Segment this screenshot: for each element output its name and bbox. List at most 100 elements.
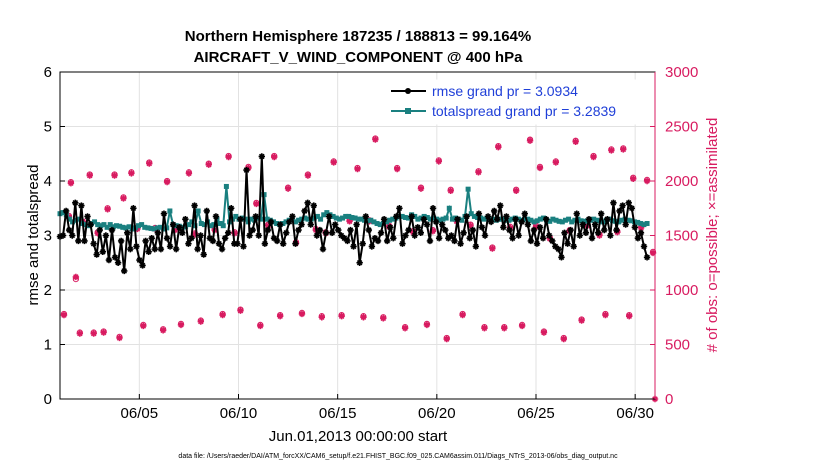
totalspread-marker bbox=[135, 223, 141, 229]
rmse-marker bbox=[402, 232, 409, 239]
rmse-marker bbox=[117, 237, 125, 245]
rmse-marker bbox=[304, 199, 311, 206]
obs-assimilated-marker bbox=[536, 164, 544, 172]
rmse-marker bbox=[503, 213, 510, 220]
obs-assimilated-marker bbox=[489, 245, 496, 252]
rmse-marker bbox=[478, 224, 486, 231]
obs-assimilated-marker bbox=[60, 311, 68, 319]
obs-assimilated-marker bbox=[572, 138, 579, 145]
chart-subtitle: AIRCRAFT_V_WIND_COMPONENT @ 400 hPa bbox=[194, 49, 524, 66]
rmse-marker bbox=[631, 224, 639, 231]
totalspread-marker bbox=[468, 211, 474, 217]
obs-assimilated-marker bbox=[90, 330, 97, 337]
rmse-marker bbox=[234, 240, 241, 247]
rmse-marker bbox=[417, 229, 425, 236]
totalspread-marker bbox=[264, 216, 270, 222]
rmse-marker bbox=[96, 226, 103, 234]
y-tick-label-left: 4 bbox=[44, 173, 52, 190]
totalspread-marker bbox=[387, 217, 393, 223]
obs-assimilated-marker bbox=[643, 177, 651, 185]
rmse-marker bbox=[414, 224, 421, 231]
obs-assimilated-marker bbox=[219, 311, 226, 319]
y-tick-label-right: 0 bbox=[665, 391, 673, 408]
totalspread-marker bbox=[553, 217, 559, 223]
totalspread-marker bbox=[402, 215, 408, 221]
totalspread-marker bbox=[318, 216, 324, 222]
totalspread-marker bbox=[340, 215, 346, 221]
rmse-marker bbox=[411, 232, 418, 239]
rmse-marker bbox=[622, 221, 629, 228]
rmse-marker bbox=[426, 237, 434, 245]
totalspread-marker bbox=[98, 223, 104, 229]
totalspread-marker bbox=[223, 183, 229, 189]
rmse-marker bbox=[108, 226, 116, 234]
rmse-marker bbox=[383, 237, 391, 245]
obs-assimilated-marker bbox=[197, 318, 205, 325]
rmse-marker bbox=[179, 229, 186, 236]
x-tick-label: 06/15 bbox=[319, 405, 357, 422]
rmse-marker bbox=[570, 243, 577, 250]
rmse-marker bbox=[451, 237, 458, 245]
obs-assimilated-marker bbox=[429, 227, 437, 235]
rmse-marker bbox=[133, 243, 140, 250]
x-axis-label: Jun.01,2013 00:00:00 start bbox=[269, 428, 448, 445]
totalspread-marker bbox=[283, 219, 289, 225]
obs-assimilated-marker bbox=[171, 226, 179, 234]
totalspread-marker bbox=[625, 217, 631, 223]
obs-assimilated-marker bbox=[338, 312, 345, 320]
y-tick-label-right: 3000 bbox=[665, 64, 698, 81]
totalspread-marker bbox=[249, 216, 255, 222]
obs-assimilated-marker bbox=[284, 185, 292, 192]
totalspread-marker bbox=[638, 221, 644, 227]
obs-assimilated-marker bbox=[116, 334, 123, 342]
y-tick-label-right: 2500 bbox=[665, 119, 698, 136]
obs-assimilated-marker bbox=[546, 235, 554, 242]
obs-assimilated-marker bbox=[614, 229, 621, 236]
totalspread-marker bbox=[440, 216, 446, 222]
rmse-marker bbox=[585, 215, 593, 223]
rmse-marker bbox=[442, 226, 449, 234]
rmse-marker bbox=[396, 205, 403, 212]
rmse-marker bbox=[610, 199, 617, 206]
rmse-marker bbox=[365, 226, 373, 234]
chart-title: Northern Hemisphere 187235 / 188813 = 99… bbox=[185, 28, 531, 45]
rmse-marker bbox=[515, 232, 522, 239]
rmse-marker bbox=[319, 245, 327, 253]
rmse-marker bbox=[206, 235, 214, 242]
totalspread-marker bbox=[534, 218, 540, 224]
totalspread-marker bbox=[415, 216, 421, 222]
rmse-marker bbox=[420, 215, 428, 223]
rmse-marker bbox=[527, 237, 535, 245]
rmse-marker bbox=[301, 207, 308, 215]
rmse-marker bbox=[432, 218, 440, 226]
obs-assimilated-marker bbox=[111, 172, 118, 179]
rmse-marker bbox=[628, 205, 635, 212]
obs-series bbox=[60, 135, 659, 403]
obs-assimilated-marker bbox=[257, 322, 264, 330]
rmse-marker bbox=[154, 229, 162, 236]
obs-assimilated-marker bbox=[120, 195, 127, 202]
obs-assimilated-marker bbox=[177, 321, 185, 329]
rmse-marker bbox=[292, 240, 299, 247]
rmse-marker bbox=[552, 243, 559, 250]
totalspread-marker bbox=[217, 221, 223, 227]
rmse-marker bbox=[558, 254, 565, 261]
rmse-marker bbox=[472, 243, 480, 250]
rmse-marker bbox=[393, 213, 400, 220]
rmse-marker bbox=[169, 221, 177, 228]
rmse-marker bbox=[380, 215, 388, 223]
rmse-marker bbox=[151, 245, 158, 253]
rmse-marker bbox=[215, 240, 223, 247]
rmse-marker bbox=[448, 232, 455, 239]
totalspread-marker bbox=[336, 216, 342, 222]
rmse-marker bbox=[359, 240, 366, 247]
totalspread-marker bbox=[189, 219, 195, 225]
rmse-marker bbox=[555, 245, 562, 253]
rmse-marker bbox=[331, 221, 339, 228]
rmse-marker bbox=[579, 221, 587, 228]
rmse-marker bbox=[423, 221, 431, 228]
totalspread-marker bbox=[324, 210, 330, 216]
totalspread-marker bbox=[110, 224, 116, 230]
totalspread-marker bbox=[628, 218, 634, 224]
rmse-marker bbox=[264, 226, 272, 234]
